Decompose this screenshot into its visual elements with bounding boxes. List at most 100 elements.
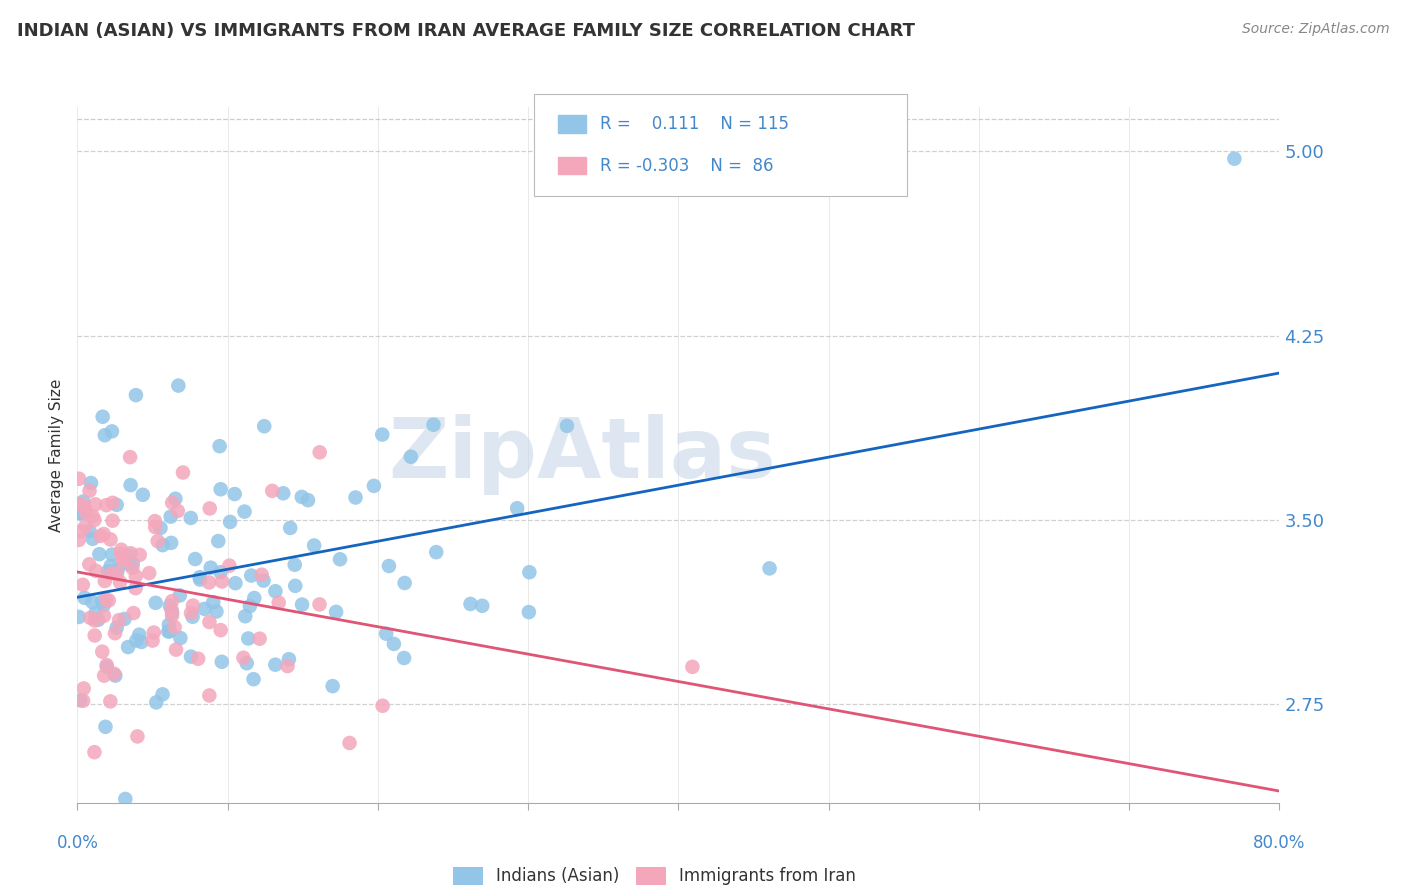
Point [128, 627, 150, 641]
Point [67, 610, 90, 624]
Point [142, 625, 165, 640]
Point [83, 745, 105, 759]
Point [138, 566, 160, 580]
Point [83, 628, 105, 642]
Point [73, 591, 96, 605]
Point [82, 595, 104, 609]
Point [302, 539, 325, 553]
Point [104, 626, 127, 640]
Point [394, 576, 416, 591]
Point [117, 557, 139, 571]
Point [146, 534, 169, 549]
Point [211, 574, 233, 589]
Point [506, 501, 529, 516]
Point [460, 597, 482, 611]
Point [83, 614, 105, 628]
Point [193, 602, 215, 616]
Point [84, 607, 107, 621]
Point [107, 562, 129, 576]
Point [159, 599, 181, 613]
Point [188, 573, 211, 587]
Point [105, 498, 128, 512]
Point [94, 428, 117, 442]
Point [114, 553, 136, 567]
Point [105, 621, 128, 635]
Point [75, 519, 97, 533]
Point [67, 533, 90, 547]
Text: 80.0%: 80.0% [1253, 834, 1306, 852]
Point [681, 660, 703, 674]
Point [471, 599, 494, 613]
Point [125, 569, 148, 583]
Point [69, 506, 91, 520]
Point [219, 515, 242, 529]
Point [160, 496, 183, 510]
Point [143, 520, 166, 534]
Point [91, 594, 114, 608]
Point [97, 564, 120, 578]
Point [125, 633, 148, 648]
Point [89, 547, 111, 561]
Point [125, 388, 148, 402]
Point [209, 623, 232, 637]
Point [127, 730, 149, 744]
Point [180, 649, 202, 664]
Point [132, 488, 155, 502]
Point [97, 593, 120, 607]
Point [101, 425, 124, 439]
Point [100, 566, 122, 581]
Point [103, 666, 125, 681]
Point [243, 591, 266, 605]
Point [344, 491, 367, 505]
Point [98, 694, 121, 708]
Point [128, 548, 150, 562]
Point [253, 419, 276, 434]
Point [267, 596, 290, 610]
Point [79, 524, 101, 538]
Point [211, 655, 233, 669]
Point [87, 613, 110, 627]
Point [208, 439, 231, 453]
Point [160, 608, 183, 623]
Point [142, 633, 165, 648]
Point [93, 598, 115, 612]
Point [180, 511, 202, 525]
Point [73, 500, 96, 514]
Point [378, 559, 401, 574]
Point [121, 557, 143, 571]
Point [371, 698, 394, 713]
Point [232, 650, 254, 665]
Point [104, 668, 127, 682]
Point [157, 624, 180, 639]
Point [110, 547, 132, 561]
Point [205, 605, 228, 619]
Point [82, 532, 104, 546]
Point [322, 679, 344, 693]
Point [172, 466, 194, 480]
Point [180, 606, 202, 620]
Point [120, 450, 142, 464]
Point [284, 558, 307, 572]
Point [79, 483, 101, 498]
Point [152, 687, 174, 701]
Point [160, 603, 183, 617]
Point [79, 611, 101, 625]
Point [160, 594, 183, 608]
Point [224, 487, 246, 501]
Point [75, 506, 97, 520]
Point [101, 514, 124, 528]
Point [239, 599, 262, 613]
Point [96, 660, 118, 674]
Point [72, 694, 94, 708]
Point [91, 645, 114, 659]
Point [108, 613, 131, 627]
Point [94, 720, 117, 734]
Point [120, 546, 142, 560]
Point [291, 598, 314, 612]
Point [100, 558, 122, 573]
Point [120, 478, 142, 492]
Point [202, 595, 225, 609]
Point [96, 658, 118, 673]
Point [96, 498, 118, 512]
Point [233, 609, 256, 624]
